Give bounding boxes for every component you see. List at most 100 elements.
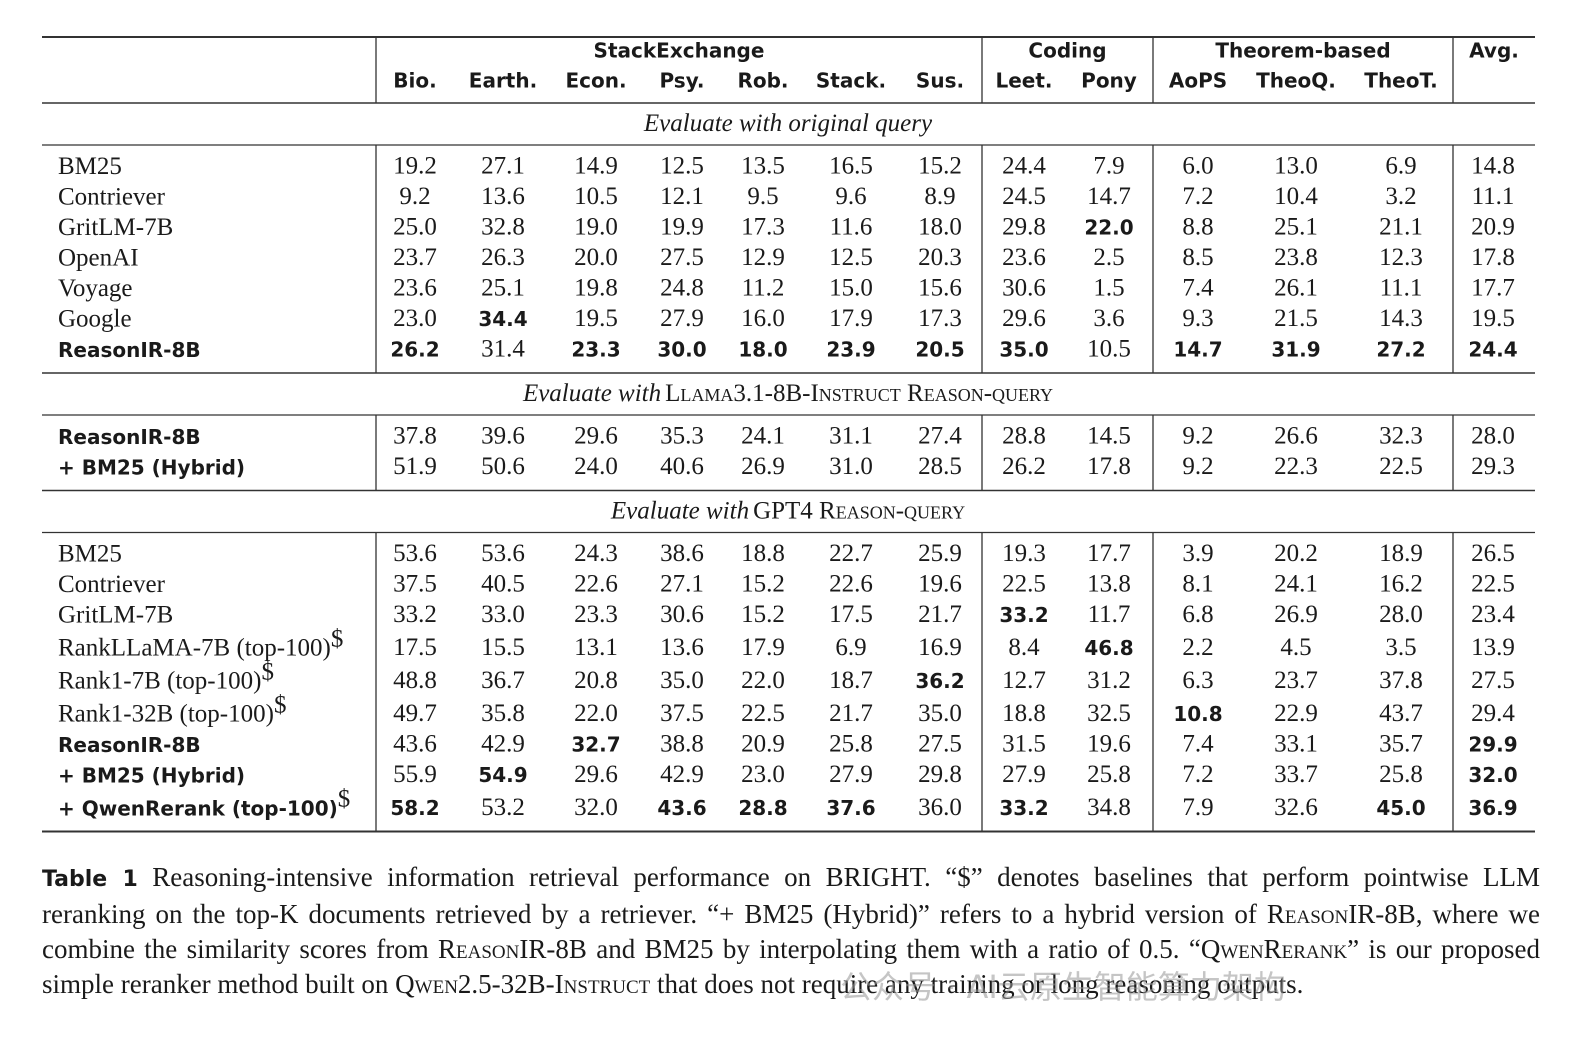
section-title-italic: Evaluate with original query bbox=[643, 110, 933, 137]
column-header: Leet. bbox=[995, 69, 1052, 93]
row-label-sup: $ bbox=[261, 658, 274, 685]
cell-value: 25.0 bbox=[393, 214, 437, 241]
cell-value: 40.5 bbox=[481, 571, 525, 598]
row-label-sup: $ bbox=[331, 625, 344, 652]
cell-value: 17.7 bbox=[1087, 540, 1131, 567]
cell-value: 9.6 bbox=[835, 183, 866, 210]
row-label-sup: $ bbox=[274, 691, 287, 718]
column-header: TheoT. bbox=[1364, 69, 1437, 93]
caption-run: Reasoning-intensive information retrieva… bbox=[42, 862, 1540, 929]
cell-value: 28.8 bbox=[738, 796, 787, 820]
column-header: Sus. bbox=[916, 69, 964, 93]
cell-value: 30.0 bbox=[657, 338, 706, 362]
cell-value: 4.5 bbox=[1280, 634, 1311, 661]
cell-value: 28.0 bbox=[1471, 423, 1515, 450]
cell-value: 42.9 bbox=[660, 761, 704, 788]
cell-value: 26.6 bbox=[1274, 423, 1318, 450]
cell-value: 21.7 bbox=[918, 601, 962, 628]
cell-value: 32.5 bbox=[1087, 700, 1131, 727]
row-label: + QwenRerank (top-100)$ bbox=[58, 785, 350, 820]
cell-value: 10.4 bbox=[1274, 183, 1318, 210]
cell-value: 15.2 bbox=[741, 571, 785, 598]
cell-value: 17.8 bbox=[1087, 453, 1131, 480]
cell-value: 25.1 bbox=[1274, 214, 1318, 241]
cell-value: 43.6 bbox=[657, 796, 706, 820]
cell-value: 36.7 bbox=[481, 667, 525, 694]
cell-value: 22.7 bbox=[829, 540, 873, 567]
cell-value: 8.4 bbox=[1008, 634, 1040, 661]
row-label: Contriever bbox=[58, 183, 166, 210]
cell-value: 37.6 bbox=[826, 796, 875, 820]
cell-value: 29.9 bbox=[1468, 733, 1517, 757]
caption-run: , where we combine the similarity scores… bbox=[42, 899, 1540, 964]
caption-run: Qwen2.5-32B-Instruct bbox=[395, 969, 651, 999]
cell-value: 26.5 bbox=[1471, 540, 1515, 567]
row-label-text: Voyage bbox=[58, 275, 133, 302]
row-label-text: BM25 bbox=[58, 153, 122, 180]
cell-value: 26.2 bbox=[390, 338, 439, 362]
cell-value: 6.0 bbox=[1182, 153, 1213, 180]
cell-value: 55.9 bbox=[393, 761, 437, 788]
cell-value: 28.0 bbox=[1379, 601, 1423, 628]
cell-value: 18.9 bbox=[1379, 540, 1423, 567]
row-label: ReasonIR-8B bbox=[58, 338, 201, 362]
row-label: BM25 bbox=[58, 153, 122, 180]
cell-value: 11.1 bbox=[1380, 275, 1423, 302]
cell-value: 26.2 bbox=[1002, 453, 1046, 480]
cell-value: 18.8 bbox=[1002, 700, 1046, 727]
caption-run: ReasonIR-8B bbox=[1266, 899, 1416, 929]
row-label: ReasonIR-8B bbox=[58, 425, 201, 449]
section-title: Evaluate with GPT4 Reason-query bbox=[610, 497, 965, 524]
cell-value: 34.4 bbox=[478, 307, 527, 331]
section-title-italic: Evaluate with bbox=[522, 380, 661, 407]
cell-value: 31.5 bbox=[1002, 731, 1046, 758]
cell-value: 18.7 bbox=[829, 667, 873, 694]
cell-value: 31.1 bbox=[829, 423, 873, 450]
cell-value: 22.5 bbox=[1002, 571, 1046, 598]
cell-value: 7.9 bbox=[1093, 153, 1124, 180]
cell-value: 7.4 bbox=[1182, 275, 1214, 302]
cell-value: 20.8 bbox=[574, 667, 618, 694]
cell-value: 20.9 bbox=[1471, 214, 1515, 241]
cell-value: 20.5 bbox=[915, 338, 964, 362]
cell-value: 21.5 bbox=[1274, 305, 1318, 332]
cell-value: 53.2 bbox=[481, 794, 525, 821]
cell-value: 20.0 bbox=[574, 244, 618, 271]
cell-value: 35.3 bbox=[660, 423, 704, 450]
cell-value: 35.0 bbox=[999, 338, 1048, 362]
cell-value: 17.5 bbox=[393, 634, 437, 661]
cell-value: 19.0 bbox=[574, 214, 618, 241]
cell-value: 22.9 bbox=[1274, 700, 1318, 727]
group-header: Avg. bbox=[1469, 39, 1519, 63]
row-label-text: ReasonIR-8B bbox=[58, 733, 201, 757]
cell-value: 27.9 bbox=[1002, 761, 1046, 788]
cell-value: 3.2 bbox=[1385, 183, 1416, 210]
cell-value: 18.0 bbox=[918, 214, 962, 241]
section-title-italic: Evaluate with bbox=[610, 497, 749, 524]
cell-value: 22.5 bbox=[1379, 453, 1423, 480]
cell-value: 38.8 bbox=[660, 731, 704, 758]
row-label-text: Contriever bbox=[58, 571, 166, 598]
cell-value: 43.7 bbox=[1379, 700, 1423, 727]
cell-value: 16.2 bbox=[1379, 571, 1423, 598]
cell-value: 14.8 bbox=[1471, 153, 1515, 180]
cell-value: 29.6 bbox=[1002, 305, 1046, 332]
cell-value: 3.9 bbox=[1182, 540, 1213, 567]
cell-value: 26.3 bbox=[481, 244, 525, 271]
cell-value: 32.7 bbox=[571, 733, 620, 757]
cell-value: 23.4 bbox=[1471, 601, 1515, 628]
cell-value: 48.8 bbox=[393, 667, 437, 694]
cell-value: 36.9 bbox=[1468, 796, 1517, 820]
cell-value: 26.1 bbox=[1274, 275, 1318, 302]
cell-value: 35.0 bbox=[660, 667, 704, 694]
row-label-sup: $ bbox=[338, 785, 351, 812]
cell-value: 7.2 bbox=[1182, 761, 1213, 788]
cell-value: 54.9 bbox=[478, 763, 527, 787]
cell-value: 23.3 bbox=[571, 338, 620, 362]
cell-value: 23.0 bbox=[393, 305, 437, 332]
cell-value: 31.0 bbox=[829, 453, 873, 480]
cell-value: 21.1 bbox=[1379, 214, 1423, 241]
cell-value: 17.3 bbox=[918, 305, 962, 332]
cell-value: 31.2 bbox=[1087, 667, 1131, 694]
